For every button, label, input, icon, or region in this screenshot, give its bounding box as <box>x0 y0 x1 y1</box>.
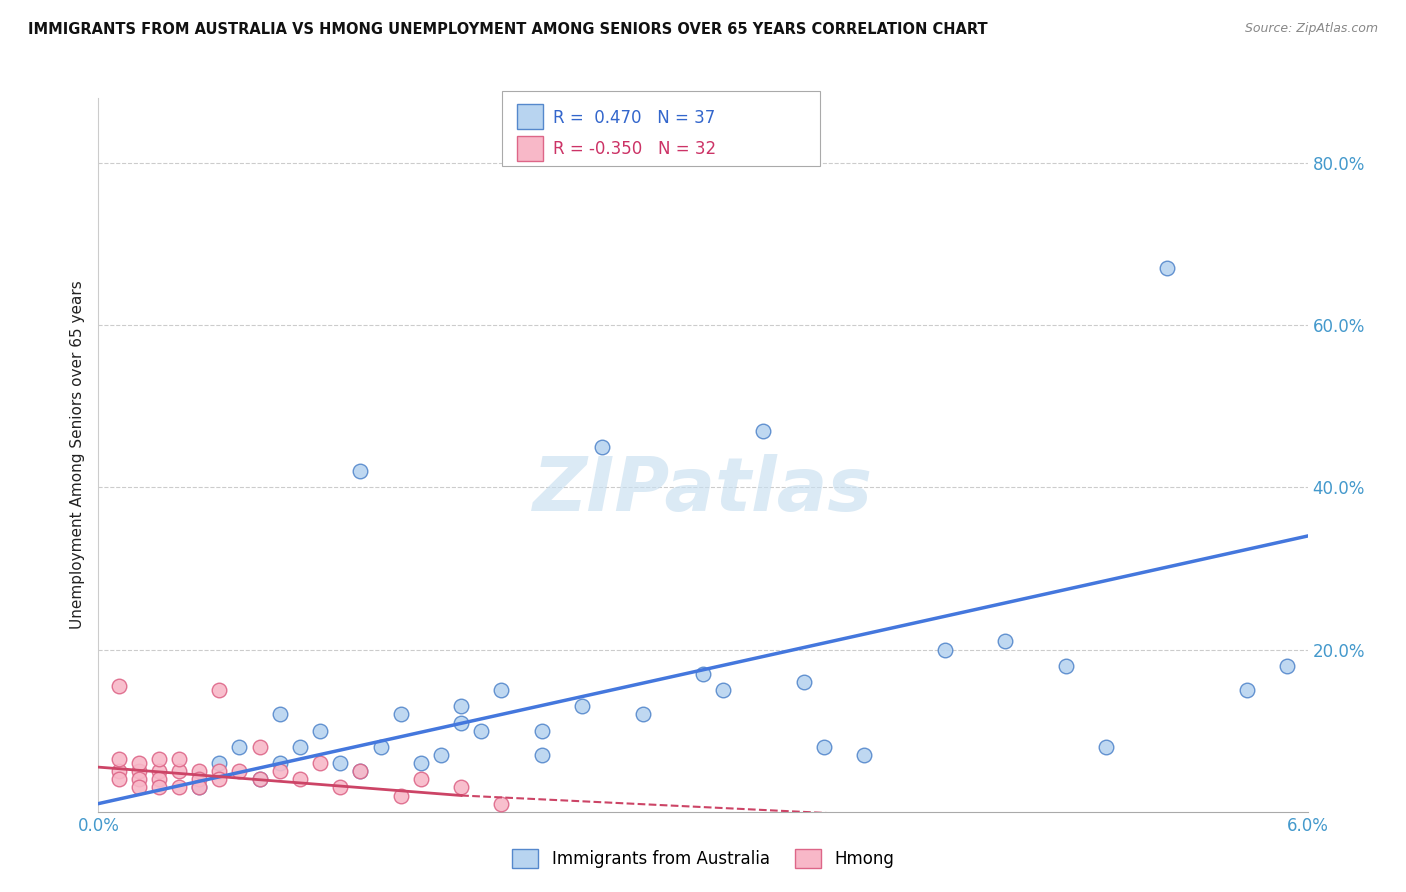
Point <box>269 707 291 722</box>
Point <box>793 675 815 690</box>
Point <box>107 764 129 779</box>
Point <box>853 747 876 762</box>
Point <box>128 772 150 787</box>
Point <box>228 739 250 754</box>
Point <box>450 715 472 730</box>
Point <box>994 634 1017 648</box>
Point <box>208 764 231 779</box>
Point <box>107 772 129 787</box>
Point <box>813 739 835 754</box>
Point <box>430 747 453 762</box>
Point <box>692 666 714 681</box>
Point <box>1277 658 1299 673</box>
Text: R = -0.350   N = 32: R = -0.350 N = 32 <box>553 140 716 158</box>
Text: R =  0.470   N = 37: R = 0.470 N = 37 <box>553 109 714 127</box>
Point <box>1156 261 1178 276</box>
Point <box>349 764 371 779</box>
Point <box>228 764 250 779</box>
Point <box>148 764 170 779</box>
Point <box>269 764 291 779</box>
Y-axis label: Unemployment Among Seniors over 65 years: Unemployment Among Seniors over 65 years <box>69 281 84 629</box>
Point <box>591 440 613 454</box>
Point <box>188 764 211 779</box>
Point <box>288 772 311 787</box>
Point <box>128 756 150 770</box>
Point <box>148 752 170 766</box>
Point <box>309 756 332 770</box>
Point <box>389 789 412 803</box>
Point <box>107 752 129 766</box>
Point <box>1095 739 1118 754</box>
Point <box>370 739 392 754</box>
Point <box>288 739 311 754</box>
Point <box>208 683 231 698</box>
Point <box>349 764 371 779</box>
Point <box>491 797 513 811</box>
Point <box>269 756 291 770</box>
Point <box>208 756 231 770</box>
Point <box>491 683 513 698</box>
Point <box>631 707 654 722</box>
Point <box>1236 683 1258 698</box>
Point <box>167 752 190 766</box>
Point <box>470 723 492 738</box>
Point <box>409 772 432 787</box>
Point <box>208 772 231 787</box>
Text: Source: ZipAtlas.com: Source: ZipAtlas.com <box>1244 22 1378 36</box>
Point <box>148 772 170 787</box>
Point <box>128 764 150 779</box>
Point <box>188 780 211 795</box>
Point <box>329 756 352 770</box>
Point <box>349 464 371 478</box>
Point <box>329 780 352 795</box>
Point <box>249 772 271 787</box>
Point <box>711 683 734 698</box>
Point <box>450 699 472 714</box>
Point <box>1054 658 1077 673</box>
Point <box>934 642 956 657</box>
Point <box>530 747 553 762</box>
Point <box>249 739 271 754</box>
Point <box>409 756 432 770</box>
Point <box>167 764 190 779</box>
Point <box>389 707 412 722</box>
Point <box>188 780 211 795</box>
Point <box>148 780 170 795</box>
Point <box>309 723 332 738</box>
Point <box>107 679 129 693</box>
Text: IMMIGRANTS FROM AUSTRALIA VS HMONG UNEMPLOYMENT AMONG SENIORS OVER 65 YEARS CORR: IMMIGRANTS FROM AUSTRALIA VS HMONG UNEMP… <box>28 22 988 37</box>
Legend: Immigrants from Australia, Hmong: Immigrants from Australia, Hmong <box>505 843 901 875</box>
Point <box>571 699 593 714</box>
Point <box>752 424 775 438</box>
Point <box>128 780 150 795</box>
Point <box>530 723 553 738</box>
Text: ZIPatlas: ZIPatlas <box>533 454 873 527</box>
Point <box>167 780 190 795</box>
Point <box>249 772 271 787</box>
Point <box>188 772 211 787</box>
Point <box>450 780 472 795</box>
